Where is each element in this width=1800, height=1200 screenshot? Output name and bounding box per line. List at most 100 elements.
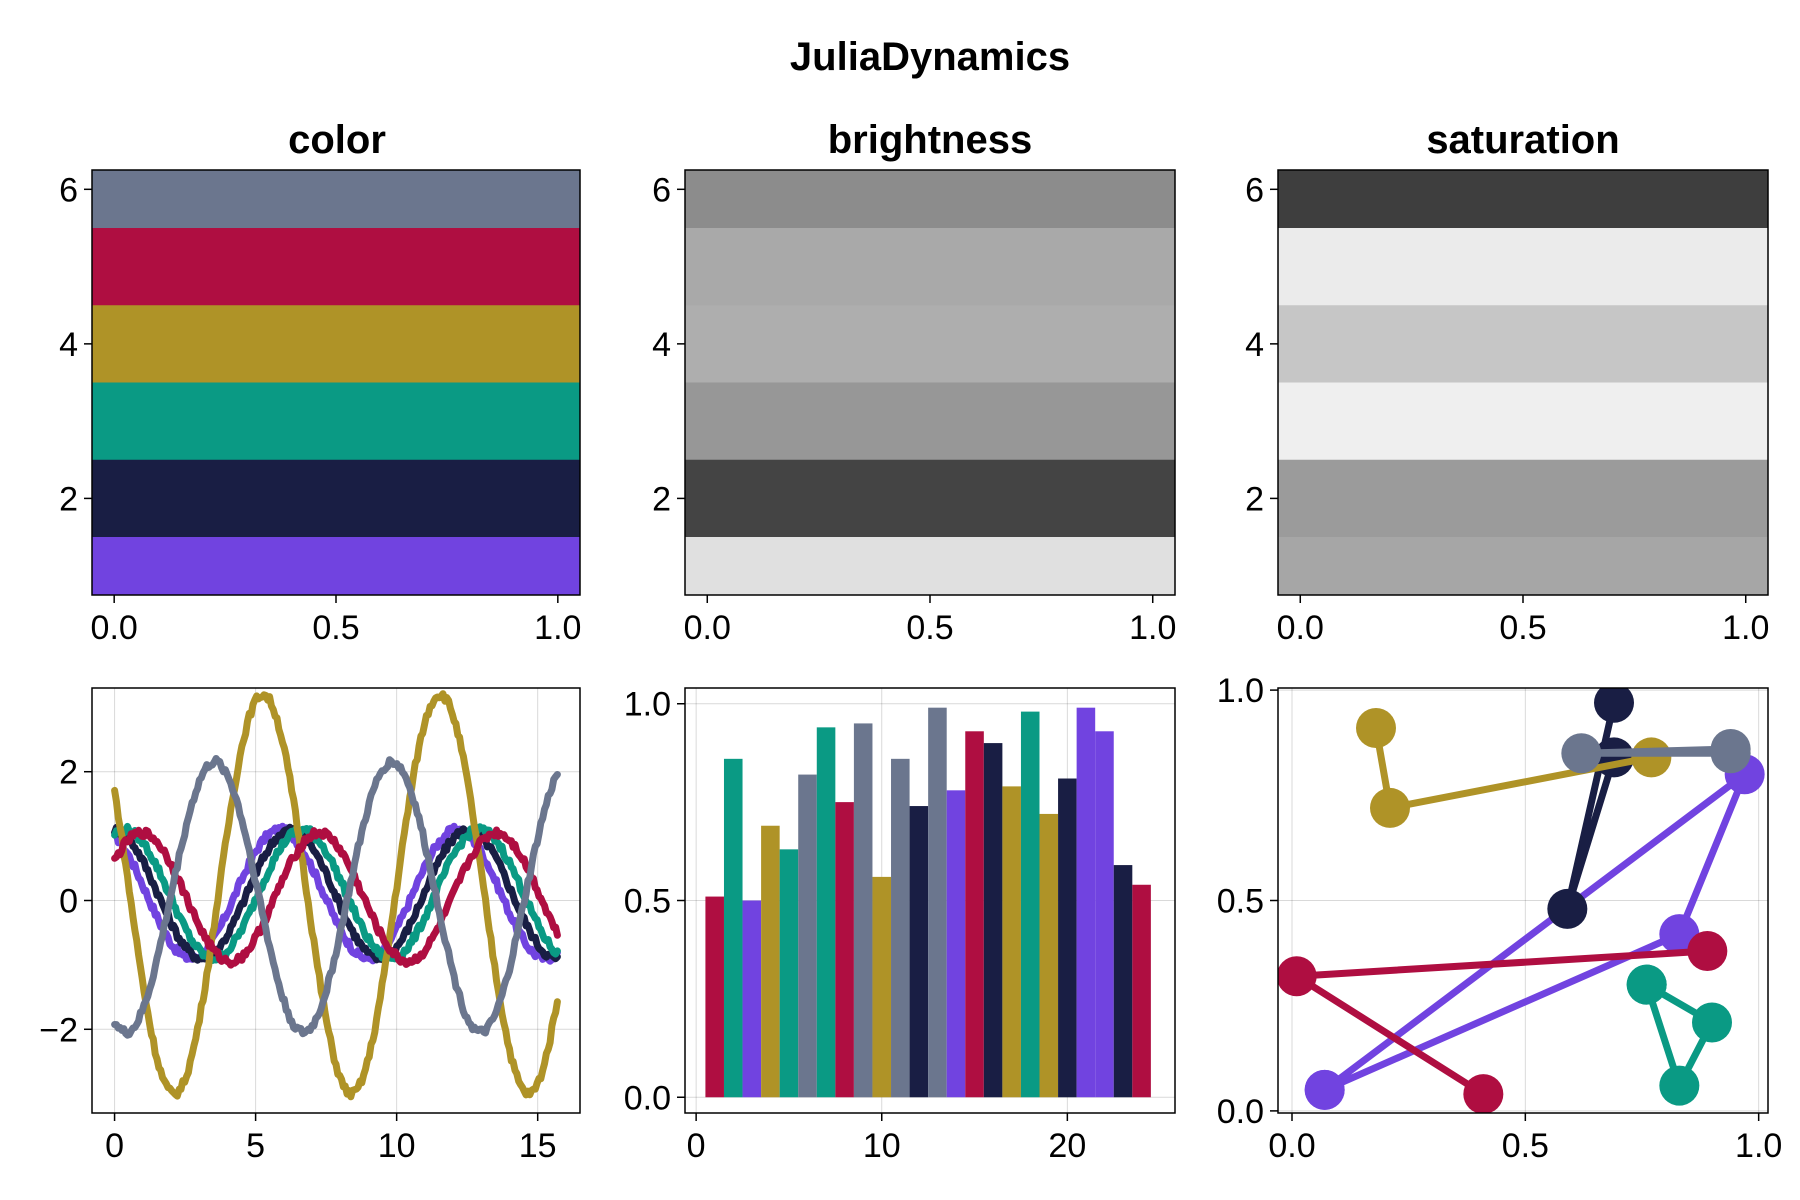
bar-23 xyxy=(1113,865,1133,1098)
band-5 xyxy=(685,227,1175,318)
y-tick-label: 2 xyxy=(59,754,78,792)
band-6 xyxy=(1278,170,1768,240)
x-tick-label: 0.0 xyxy=(1268,1127,1315,1165)
band-5 xyxy=(92,227,580,318)
bar-12 xyxy=(909,806,929,1098)
bar-24 xyxy=(1132,884,1151,1098)
scatter-point-3-1 xyxy=(1370,787,1410,828)
x-tick-label: 0.0 xyxy=(91,609,138,647)
x-tick-label: 0.5 xyxy=(1502,1127,1549,1165)
x-tick-label: 15 xyxy=(519,1127,557,1165)
y-tick-label: 4 xyxy=(1245,326,1264,364)
panel-title-saturation: saturation xyxy=(1426,118,1619,162)
bar-1 xyxy=(705,896,724,1098)
panel-bar: 0 10 20 0.0 0.5 1.0 xyxy=(624,686,1176,1165)
panel-brightness: 0.0 0.5 1.0 2 4 6 xyxy=(652,169,1176,647)
scatter-point-0-3 xyxy=(1304,1069,1345,1110)
bar-3 xyxy=(742,900,762,1098)
bar-10 xyxy=(872,876,892,1098)
scatter-point-3-0 xyxy=(1356,707,1396,748)
x-tick-label: 0.5 xyxy=(312,609,359,647)
band-3 xyxy=(1278,382,1768,472)
panel-title-color: color xyxy=(288,118,386,162)
band-2 xyxy=(685,459,1175,550)
bar-16 xyxy=(983,743,1003,1098)
series-line-3 xyxy=(111,690,561,1101)
scatter-line-0 xyxy=(1322,770,1749,1094)
y-tick-label: 6 xyxy=(1245,171,1264,209)
scatter-point-4-2 xyxy=(1687,930,1728,971)
x-tick-label: 20 xyxy=(1048,1127,1086,1165)
x-tick-label: 5 xyxy=(246,1127,265,1165)
band-5 xyxy=(1278,227,1768,318)
y-tick-label: −2 xyxy=(39,1011,78,1049)
bar-15 xyxy=(965,731,984,1098)
bar-17 xyxy=(1002,786,1021,1098)
bar-22 xyxy=(1095,731,1114,1098)
bar-14 xyxy=(946,790,966,1098)
bar-20 xyxy=(1058,778,1077,1098)
panels: 0.0 0.5 1.0 2 4 6 0.0 0.5 1.0 2 4 6 0.0 0.5 1.0 2 4 6 0 5 10… xyxy=(39,169,1783,1165)
scatter-point-5-2 xyxy=(1710,733,1751,774)
scatter-point-2-3 xyxy=(1626,964,1667,1005)
bar-5 xyxy=(779,849,799,1098)
scatter-point-1-1 xyxy=(1547,888,1588,929)
scatter-line-2 xyxy=(1643,981,1716,1090)
y-tick-label: 2 xyxy=(652,480,671,518)
x-tick-label: 1.0 xyxy=(1722,609,1769,647)
x-tick-label: 0.5 xyxy=(1499,609,1546,647)
x-tick-label: 1.0 xyxy=(1129,609,1176,647)
bar-8 xyxy=(835,802,854,1098)
y-tick-label: 2 xyxy=(1245,480,1264,518)
scatter-point-4-0 xyxy=(1463,1074,1504,1113)
band-4 xyxy=(1278,305,1768,395)
band-2 xyxy=(1278,459,1768,550)
scatter-point-5-1 xyxy=(1561,733,1602,774)
y-tick-label: 6 xyxy=(59,171,78,209)
bar-7 xyxy=(816,727,836,1098)
band-1 xyxy=(1278,537,1768,595)
x-tick-label: 10 xyxy=(863,1127,901,1165)
y-tick-label: 6 xyxy=(652,171,671,209)
scatter-point-2-2 xyxy=(1692,1002,1732,1043)
y-tick-label: 0.0 xyxy=(624,1079,671,1117)
panel-title-brightness: brightness xyxy=(828,118,1032,162)
x-tick-label: 0.5 xyxy=(906,609,953,647)
y-tick-label: 2 xyxy=(59,480,78,518)
plot-area xyxy=(111,690,561,1101)
scatter-point-1-0 xyxy=(1594,688,1634,723)
bar-19 xyxy=(1039,813,1059,1098)
y-tick-label: 1.0 xyxy=(624,686,671,724)
bar-11 xyxy=(891,758,910,1098)
scatter-point-4-1 xyxy=(1278,956,1317,997)
x-tick-label: 0 xyxy=(687,1127,706,1165)
band-3 xyxy=(92,382,580,472)
series-line-0 xyxy=(111,822,561,965)
scatter-point-3-2 xyxy=(1631,737,1672,778)
bar-13 xyxy=(928,707,947,1098)
y-tick-label: 0.0 xyxy=(1217,1093,1264,1131)
y-tick-label: 0.5 xyxy=(624,883,671,921)
panel-color: 0.0 0.5 1.0 2 4 6 xyxy=(59,169,581,647)
band-2 xyxy=(92,459,580,550)
figure-title: JuliaDynamics xyxy=(790,35,1070,79)
band-4 xyxy=(685,305,1175,395)
x-tick-label: 1.0 xyxy=(534,609,581,647)
panel-scatter: 0.0 0.5 1.0 0.0 0.5 1.0 xyxy=(1217,672,1783,1165)
x-tick-label: 10 xyxy=(378,1127,416,1165)
x-tick-label: 0 xyxy=(105,1127,124,1165)
x-tick-label: 1.0 xyxy=(1735,1127,1782,1165)
band-6 xyxy=(92,170,580,240)
plot-area xyxy=(1278,170,1768,595)
x-tick-label: 0.0 xyxy=(684,609,731,647)
scatter-line-5 xyxy=(1577,745,1731,757)
panel-line: 0 5 10 15 −2 0 2 xyxy=(39,687,581,1165)
y-tick-label: 0 xyxy=(59,883,78,921)
y-tick-label: 4 xyxy=(59,326,78,364)
y-tick-label: 4 xyxy=(652,326,671,364)
band-4 xyxy=(92,305,580,395)
plot-area xyxy=(685,170,1175,595)
bar-2 xyxy=(723,758,743,1098)
band-3 xyxy=(685,382,1175,472)
